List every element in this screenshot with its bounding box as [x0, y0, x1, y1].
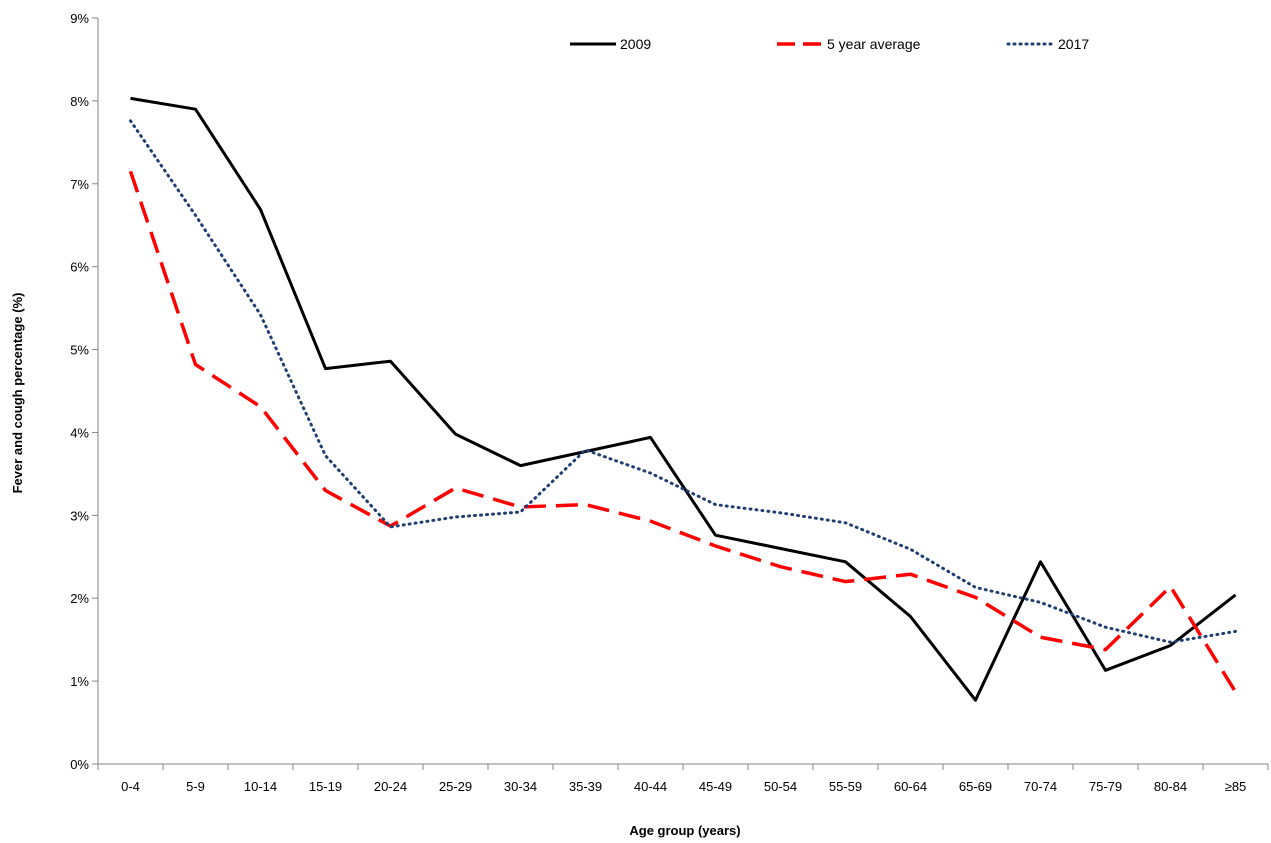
x-tick-label: 70-74: [1024, 779, 1057, 794]
y-tick-label: 5%: [70, 343, 89, 358]
y-axis-ticks: 0% 1% 2% 3% 4% 5% 6% 7% 8% 9%: [70, 11, 98, 772]
y-tick-label: 3%: [70, 508, 89, 523]
y-axis-title: Fever and cough percentage (%): [10, 293, 25, 494]
x-tick-label: ≥85: [1225, 779, 1247, 794]
x-tick-label: 10-14: [244, 779, 277, 794]
series-lines: [128, 96, 1237, 702]
x-tick-label: 65-69: [959, 779, 992, 794]
y-tick-label: 6%: [70, 260, 89, 275]
x-tick-label: 75-79: [1089, 779, 1122, 794]
x-tick-label: 15-19: [309, 779, 342, 794]
x-tick-label: 0-4: [121, 779, 140, 794]
legend-label-1: 2009: [620, 36, 651, 52]
legend-label-3: 2017: [1058, 36, 1089, 52]
x-tick-label: 50-54: [764, 779, 797, 794]
x-tick-label: 80-84: [1154, 779, 1187, 794]
x-axis-ticks: 0-4 5-9 10-14 15-19 20-24 25-29 30-34 35-39 40-4…: [97, 764, 1269, 794]
x-tick-label: 5-9: [186, 779, 205, 794]
y-tick-label: 2%: [70, 591, 89, 606]
x-tick-label: 55-59: [829, 779, 862, 794]
legend: 2009 5 year average 2017: [570, 36, 1089, 52]
x-tick-label: 45-49: [699, 779, 732, 794]
x-tick-label: 30-34: [504, 779, 537, 794]
x-tick-label: 20-24: [374, 779, 407, 794]
y-tick-label: 0%: [70, 757, 89, 772]
x-axis-title: Age group (years): [629, 823, 740, 838]
series-line-1: [130, 96, 1237, 702]
legend-label-2: 5 year average: [827, 36, 921, 52]
x-tick-label: 60-64: [894, 779, 927, 794]
y-tick-label: 7%: [70, 177, 89, 192]
series-line-3: [129, 119, 1237, 644]
y-tick-label: 8%: [70, 94, 89, 109]
y-tick-label: 1%: [70, 674, 89, 689]
x-tick-label: 40-44: [634, 779, 667, 794]
y-tick-label: 4%: [70, 425, 89, 440]
x-tick-label: 35-39: [569, 779, 602, 794]
x-tick-label: 25-29: [439, 779, 472, 794]
axes: [97, 18, 1268, 765]
series-line-2: [128, 170, 1237, 693]
y-tick-label: 9%: [70, 11, 89, 26]
